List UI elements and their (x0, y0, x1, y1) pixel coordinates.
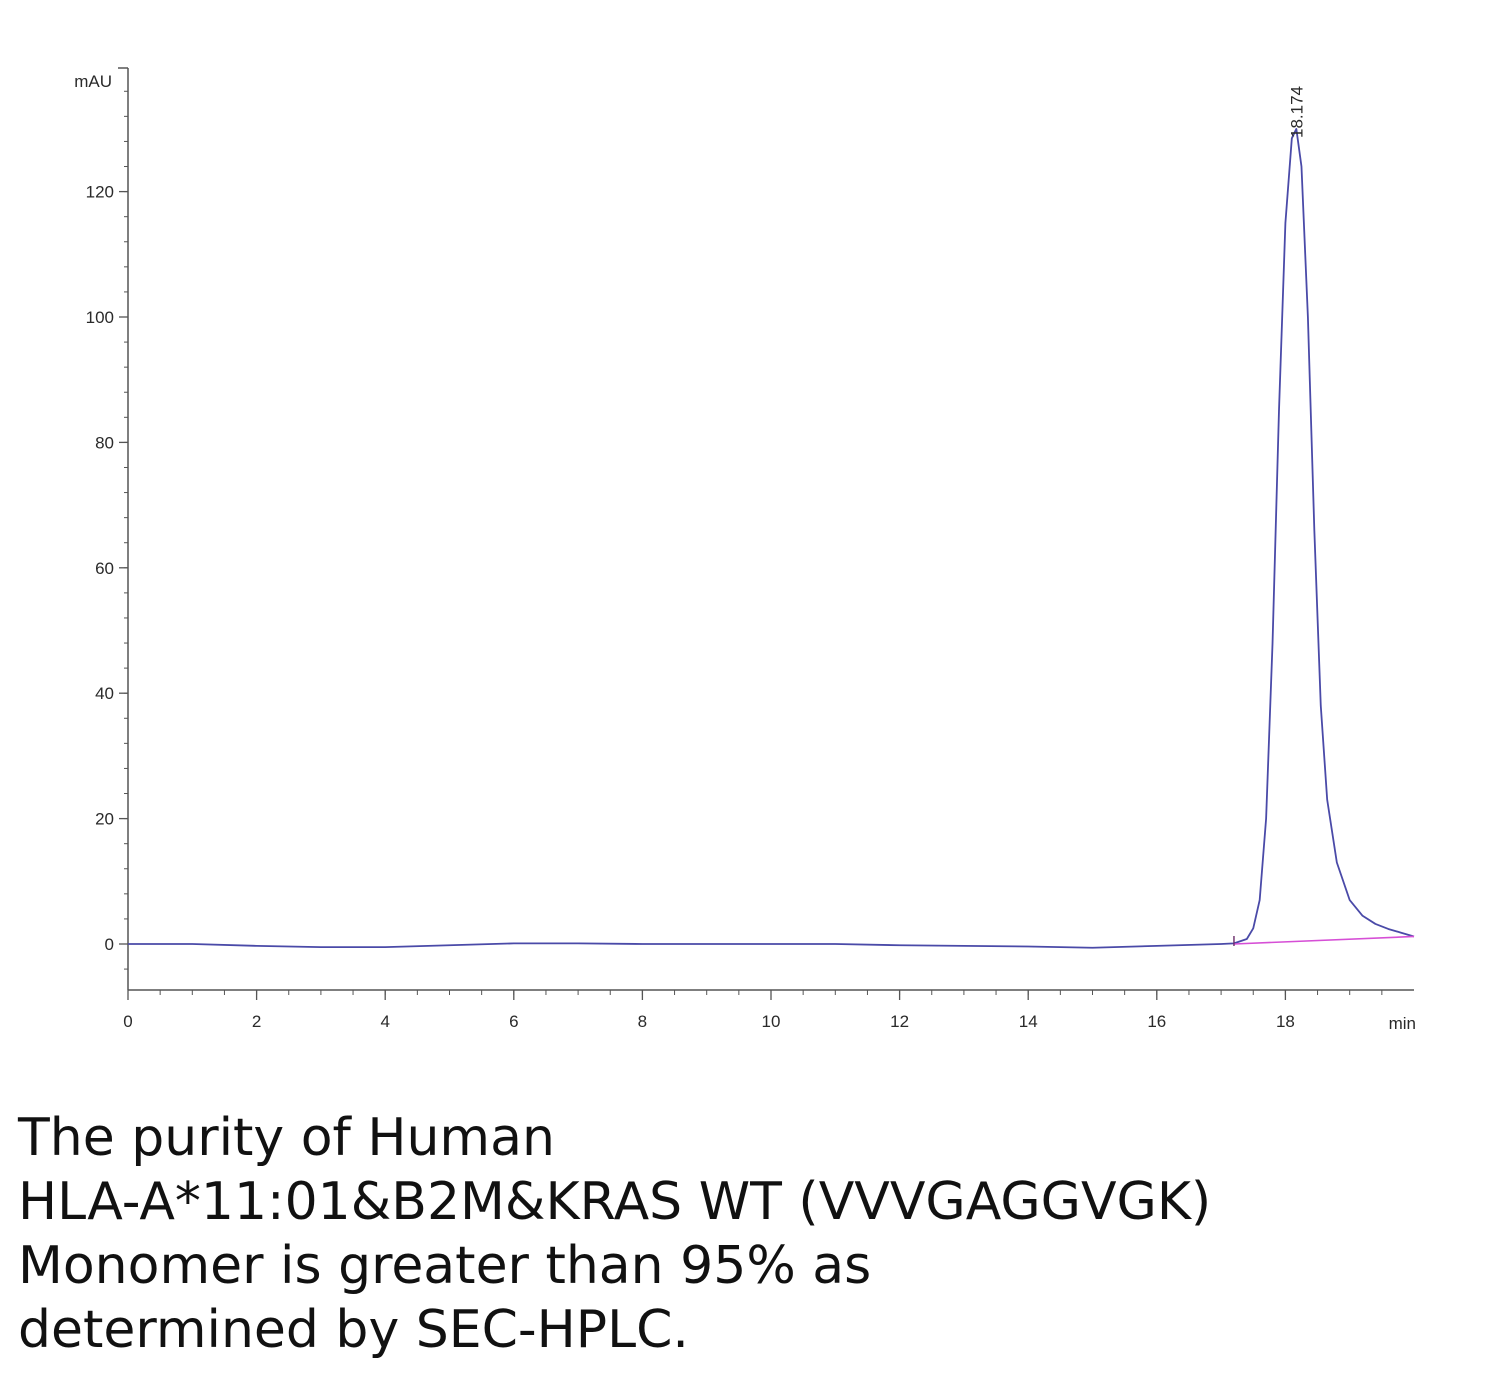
x-axis-label: min (1389, 1014, 1416, 1033)
x-tick-label: 2 (252, 1012, 261, 1031)
ticks: 0 20 40 60 80 100 120 0 2 4 6 8 10 12 14 16 18 (86, 90, 1383, 1031)
y-axis-label: mAU (74, 72, 112, 91)
y-tick-label: 100 (86, 308, 114, 327)
x-tick-label: 16 (1147, 1012, 1166, 1031)
caption-line-1: The purity of Human (18, 1108, 555, 1168)
chromatogram-chart: 0 20 40 60 80 100 120 0 2 4 6 8 10 12 14 16 18 18.174 mA… (74, 67, 1416, 1033)
x-tick-label: 12 (890, 1012, 909, 1031)
x-tick-label: 14 (1019, 1012, 1038, 1031)
caption-line-2: HLA-A*11:01&B2M&KRAS WT (VVVGAGGVGK) (18, 1172, 1212, 1232)
plot-area: 18.174 (128, 86, 1415, 949)
x-tick-label: 8 (638, 1012, 647, 1031)
x-tick-label: 6 (509, 1012, 518, 1031)
y-tick-label: 120 (86, 183, 114, 202)
caption-line-4: determined by SEC-HPLC. (18, 1300, 689, 1360)
x-tick-label: 18 (1276, 1012, 1295, 1031)
baseline-integration-line (1233, 935, 1415, 945)
caption: The purity of Human HLA-A*11:01&B2M&KRAS… (18, 1106, 1478, 1362)
y-tick-label: 40 (95, 684, 114, 703)
peak-retention-label: 18.174 (1288, 86, 1307, 138)
axes (118, 67, 1414, 991)
y-tick-label: 80 (95, 433, 114, 452)
x-tick-label: 0 (123, 1012, 132, 1031)
x-tick-label: 4 (380, 1012, 389, 1031)
x-tick-label: 10 (762, 1012, 781, 1031)
caption-line-3: Monomer is greater than 95% as (18, 1236, 872, 1296)
y-tick-label: 0 (105, 935, 114, 954)
y-tick-label: 60 (95, 559, 114, 578)
chromatogram-trace (128, 128, 1415, 949)
y-tick-label: 20 (95, 810, 114, 829)
